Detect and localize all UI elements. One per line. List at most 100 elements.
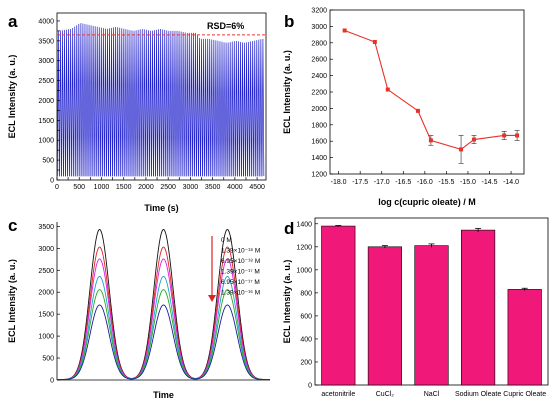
- signal-line-a: [57, 23, 265, 177]
- curve-c-0: [57, 228, 270, 380]
- category-label-d: acetonitrile: [321, 391, 355, 398]
- x-tick-label-b: -18.0: [331, 179, 347, 186]
- y-tick-label-d: 400: [300, 336, 312, 343]
- chart-panel-c: 0 500 1000 1500 2000 2500 3000 3500 0 M 1.39×10⁻¹…: [7, 222, 271, 400]
- legend-entry-c: 6.95×10⁻¹⁷ M: [221, 279, 260, 286]
- bar-d: [507, 289, 542, 386]
- y-tick-label-b: 2800: [311, 40, 327, 47]
- x-tick-label-a: 4500: [249, 184, 265, 191]
- bar-d: [321, 225, 356, 386]
- plot-frame-a: [56, 12, 267, 181]
- curve-c-4: [56, 289, 271, 381]
- legend-entry-c: 1.39×10⁻¹⁸ M: [221, 248, 260, 255]
- x-axis-label-b: log c(cupric oleate) / M: [378, 197, 476, 207]
- legend-entry-c: 0 M: [221, 237, 232, 244]
- x-tick-label-a: 1000: [94, 184, 110, 191]
- category-label-d: Cupric Oleate: [503, 391, 546, 398]
- y-tick-label-a: 3000: [38, 58, 54, 65]
- chart-panel-a: 0 500 1000 1500 2000 2500 3000 3500 4000 4500 0 500…: [7, 12, 267, 213]
- data-point-b: [515, 133, 520, 138]
- y-tick-label-a: 500: [42, 158, 54, 165]
- x-tick-label-b: -16.5: [395, 179, 411, 186]
- y-tick-label-c: 0: [50, 378, 54, 385]
- curve-c-1: [57, 246, 270, 380]
- legend-entry-c: 1.39×10⁻¹⁷ M: [221, 269, 260, 276]
- x-tick-label-a: 2500: [160, 184, 176, 191]
- y-tick-label-a: 1500: [38, 118, 54, 125]
- y-tick-label-c: 2000: [38, 290, 54, 297]
- x-tick-label-a: 500: [73, 184, 85, 191]
- legend-entry-c: 6.95×10⁻¹⁸ M: [221, 258, 260, 265]
- panel-label-b: b: [284, 12, 294, 31]
- y-tick-label-b: 2200: [311, 90, 327, 97]
- category-label-d: NaCl: [424, 391, 440, 398]
- curve-c-2: [57, 258, 270, 380]
- y-tick-label-a: 4000: [38, 18, 54, 25]
- bar-d: [461, 229, 496, 386]
- x-axis-label-c: Time: [153, 390, 174, 400]
- y-tick-label-b: 2000: [311, 106, 327, 113]
- y-tick-label-a: 0: [50, 178, 54, 185]
- panel-label-a: a: [8, 12, 18, 31]
- y-tick-label-c: 1500: [38, 312, 54, 319]
- y-tick-label-a: 2500: [38, 78, 54, 85]
- bar-d: [414, 245, 449, 386]
- y-tick-label-b: 1200: [311, 172, 327, 179]
- data-point-b: [415, 108, 420, 113]
- curve-c-3: [56, 275, 271, 381]
- rsd-annotation: RSD=6%: [207, 21, 244, 31]
- y-tick-label-b: 1800: [311, 122, 327, 129]
- y-tick-label-a: 1000: [38, 138, 54, 145]
- category-label-d: CuCl₂: [376, 391, 395, 398]
- legend-arrow-head: [208, 295, 216, 302]
- y-tick-label-d: 0: [308, 383, 312, 390]
- x-tick-label-b: -16.0: [417, 179, 433, 186]
- data-point-b: [502, 133, 507, 138]
- x-tick-label-a: 4000: [227, 184, 243, 191]
- y-tick-label-d: 1200: [296, 244, 312, 251]
- x-tick-label-b: -15.0: [460, 179, 476, 186]
- x-tick-label-a: 1500: [116, 184, 132, 191]
- x-tick-label-b: -14.0: [503, 179, 519, 186]
- y-tick-label-a: 2000: [38, 98, 54, 105]
- y-tick-label-b: 1400: [311, 155, 327, 162]
- y-tick-label-b: 2600: [311, 57, 327, 64]
- data-point-b: [372, 39, 377, 44]
- y-tick-label-b: 3000: [311, 24, 327, 31]
- x-tick-label-a: 2000: [138, 184, 154, 191]
- x-tick-label-b: -17.0: [374, 179, 390, 186]
- y-tick-label-c: 2500: [38, 268, 54, 275]
- y-axis-label-d: ECL Intensity (a. u.): [282, 260, 292, 344]
- y-axis-label-b: ECL Intensity (a. u.): [282, 50, 292, 134]
- y-tick-label-d: 1000: [296, 267, 312, 274]
- data-point-b: [385, 87, 390, 92]
- y-tick-label-c: 3500: [38, 224, 54, 231]
- y-tick-label-c: 3000: [38, 246, 54, 253]
- y-tick-label-d: 600: [300, 313, 312, 320]
- plot-frame-b: [329, 9, 525, 175]
- category-label-d: Sodium Oleate: [455, 391, 501, 398]
- chart-panel-d: 0 200 400 600 800 1000 1200 1400 acetonitrile CuC…: [282, 217, 549, 398]
- y-tick-label-c: 1000: [38, 334, 54, 341]
- x-tick-label-a: 0: [55, 184, 59, 191]
- x-tick-label-b: -17.5: [352, 179, 368, 186]
- data-point-b: [428, 138, 433, 143]
- y-tick-label-d: 200: [300, 359, 312, 366]
- y-axis-label-a: ECL Intensity (a. u.): [7, 55, 17, 139]
- bar-d: [367, 246, 402, 386]
- data-line-b: [344, 29, 518, 151]
- y-tick-label-c: 500: [42, 356, 54, 363]
- x-tick-label-b: -14.5: [482, 179, 498, 186]
- panel-label-c: c: [8, 216, 17, 235]
- y-axis-label-c: ECL Intensity (a. u.): [7, 259, 17, 343]
- y-tick-label-b: 2400: [311, 73, 327, 80]
- x-tick-label-b: -15.5: [438, 179, 454, 186]
- y-tick-label-b: 3200: [311, 8, 327, 15]
- y-tick-label-b: 1600: [311, 139, 327, 146]
- data-point-b: [342, 28, 347, 33]
- data-point-b: [459, 147, 464, 152]
- y-tick-label-a: 3500: [38, 38, 54, 45]
- chart-panel-b: -18.0 -17.5 -17.0 -16.5 -16.0 -15.5 -15.0 -14.5…: [282, 8, 525, 207]
- curve-c-5: [57, 304, 270, 381]
- x-tick-label-a: 3000: [183, 184, 199, 191]
